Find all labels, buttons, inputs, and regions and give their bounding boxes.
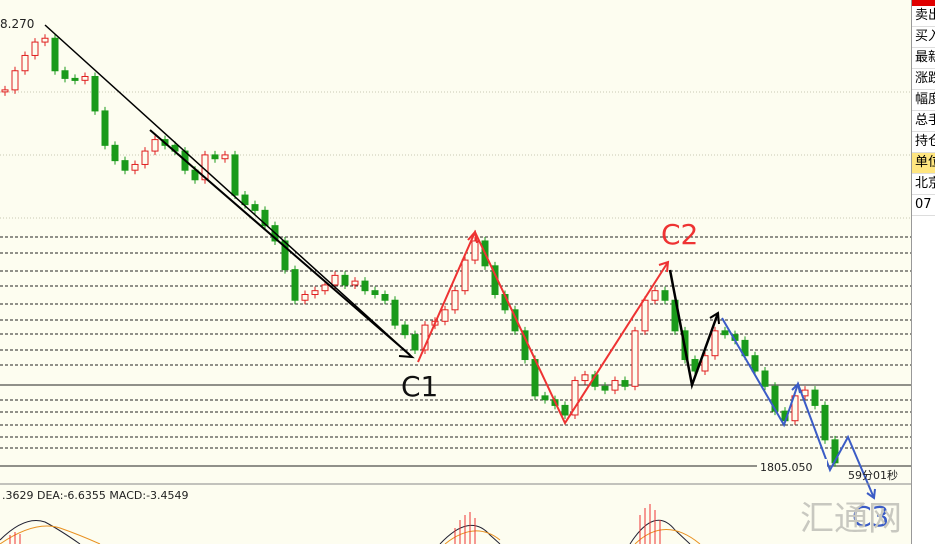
candle — [441, 309, 449, 322]
candle — [51, 37, 59, 72]
candle — [701, 355, 709, 372]
side-panel: 卖出买入最新涨跌幅度总手持仓单位北京07 — [911, 0, 935, 544]
watermark: 汇通网 — [800, 499, 902, 539]
candle — [401, 324, 409, 336]
candle — [311, 290, 319, 296]
candle — [641, 299, 649, 332]
candle — [581, 374, 589, 382]
side-row: 最新 — [912, 48, 935, 69]
candle — [151, 139, 159, 152]
candle — [81, 75, 89, 81]
candle — [141, 150, 149, 165]
candle — [341, 274, 349, 286]
candle — [11, 70, 19, 91]
candle — [621, 380, 629, 387]
candle — [351, 280, 359, 286]
candle — [571, 380, 579, 416]
macd-panel — [0, 504, 701, 544]
candle — [381, 294, 389, 301]
candle — [131, 163, 139, 171]
price-tag-bg — [757, 459, 827, 473]
candle — [451, 290, 459, 311]
side-rows: 卖出买入最新涨跌幅度总手持仓单位北京07 — [912, 6, 935, 216]
side-row: 北京 — [912, 174, 935, 195]
side-row: 涨跌 — [912, 69, 935, 90]
candle — [751, 355, 759, 372]
candle — [761, 370, 769, 387]
macd-text: .3629 DEA:-6.6355 MACD:-3.4549 — [2, 489, 189, 502]
candle — [611, 380, 619, 391]
candle — [91, 75, 99, 112]
candle — [541, 395, 549, 401]
candle — [811, 389, 819, 406]
candle — [241, 194, 249, 206]
candle — [511, 309, 519, 332]
candles — [1, 34, 839, 467]
candle — [661, 290, 669, 301]
candle — [561, 404, 569, 416]
candle — [281, 240, 289, 271]
candle — [211, 154, 219, 160]
candle — [651, 290, 659, 301]
candle — [71, 77, 79, 81]
candle — [301, 294, 309, 301]
candle — [291, 269, 299, 301]
candle — [111, 144, 119, 162]
candle — [231, 154, 239, 196]
annotation: C3 — [852, 500, 889, 533]
candle — [31, 41, 39, 56]
chart: C1 C2 C3 8.270 1805.050 59分01秒 .3629 DEA… — [0, 17, 911, 544]
candle — [221, 154, 229, 160]
candle — [101, 110, 109, 146]
side-row: 幅度 — [912, 90, 935, 111]
annotation: C1 — [401, 370, 438, 403]
price-tag: 1805.050 — [760, 461, 813, 474]
candle — [361, 280, 369, 292]
candle — [1, 89, 9, 93]
candle — [371, 290, 379, 296]
candle — [261, 209, 269, 227]
candle — [721, 330, 729, 336]
grid — [0, 91, 911, 219]
trend-lines — [44, 24, 876, 500]
candle — [61, 70, 69, 79]
candle — [711, 330, 719, 357]
levels — [0, 236, 911, 467]
candle — [331, 274, 339, 286]
candle — [741, 339, 749, 357]
high-label: 8.270 — [0, 17, 34, 31]
side-row: 单位 — [912, 153, 935, 174]
timer: 59分01秒 — [848, 468, 898, 482]
candle — [471, 240, 479, 261]
candle — [41, 37, 49, 43]
side-row: 卖出 — [912, 6, 935, 27]
candle — [411, 334, 419, 351]
candle — [321, 284, 329, 292]
annotation: C2 — [661, 218, 698, 251]
candle — [601, 385, 609, 391]
side-accent — [912, 0, 935, 6]
candle — [821, 404, 829, 441]
candle — [461, 259, 469, 292]
side-row: 总手 — [912, 111, 935, 132]
candle — [21, 54, 29, 72]
candle — [121, 160, 129, 171]
candle — [391, 299, 399, 326]
candle — [631, 330, 639, 387]
side-row: 买入 — [912, 27, 935, 48]
side-row: 持仓 — [912, 132, 935, 153]
candle — [251, 204, 259, 211]
side-row: 07 — [912, 195, 935, 216]
